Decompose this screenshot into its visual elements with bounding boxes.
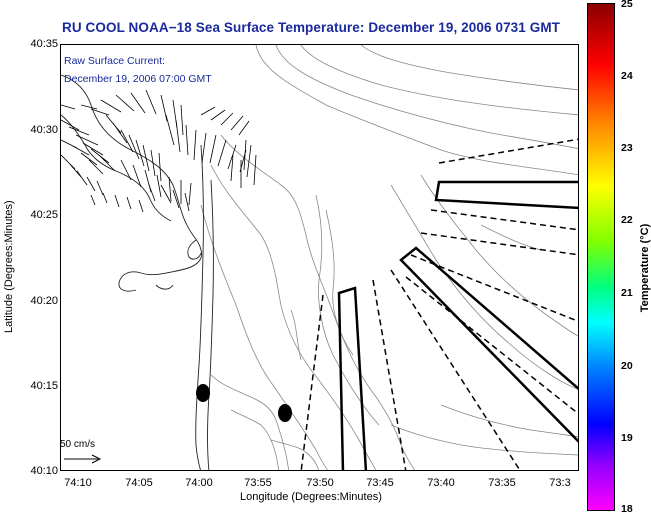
y-axis-title: Latitude (Degrees:Minutes) bbox=[3, 200, 15, 333]
colorbar-tick: 21 bbox=[621, 287, 633, 299]
colorbar-tick: 25 bbox=[621, 0, 633, 10]
colorbar-tick: 24 bbox=[621, 70, 633, 82]
zone-east-upper bbox=[434, 180, 578, 210]
bathymetry-contours bbox=[200, 45, 578, 470]
temperature-colorbar bbox=[587, 3, 615, 511]
station-marker-2[interactable] bbox=[278, 404, 292, 422]
x-tick-label: 73:35 bbox=[488, 477, 516, 489]
y-tick-label: 40:25 bbox=[30, 209, 58, 221]
x-tick-label: 74:05 bbox=[125, 477, 153, 489]
y-tick-label: 40:35 bbox=[30, 38, 58, 50]
zone-south-channel bbox=[337, 286, 368, 470]
x-axis-title: Longitude (Degrees:Minutes) bbox=[240, 491, 382, 503]
zone-southeast bbox=[399, 246, 578, 443]
survey-zones bbox=[337, 180, 578, 470]
y-tick-label: 40:15 bbox=[30, 380, 58, 392]
x-tick-label: 73:40 bbox=[427, 477, 455, 489]
x-tick-label: 74:10 bbox=[64, 477, 92, 489]
x-tick-label: 74:00 bbox=[185, 477, 213, 489]
y-tick-label: 40:20 bbox=[30, 295, 58, 307]
colorbar-tick: 19 bbox=[621, 432, 633, 444]
x-tick-label: 73:50 bbox=[306, 477, 334, 489]
map-panel[interactable] bbox=[60, 44, 579, 471]
current-legend: Raw Surface Current: December 19, 2006 0… bbox=[64, 52, 212, 88]
map-title: RU COOL NOAA−18 Sea Surface Temperature:… bbox=[62, 20, 561, 35]
colorbar-tick: 20 bbox=[621, 360, 633, 372]
colorbar-title: Temperature (°C) bbox=[639, 223, 651, 313]
vector-scale-arrow-icon bbox=[64, 454, 102, 464]
y-tick-label: 40:30 bbox=[30, 124, 58, 136]
station-marker-1[interactable] bbox=[196, 384, 210, 402]
x-tick-label: 73:45 bbox=[366, 477, 394, 489]
survey-dashed-lines bbox=[300, 138, 578, 470]
current-legend-line-1: Raw Surface Current: bbox=[64, 55, 165, 67]
x-tick-label: 73:3 bbox=[549, 477, 571, 489]
colorbar-tick: 23 bbox=[621, 142, 633, 154]
y-tick-label: 40:10 bbox=[30, 465, 58, 477]
map-canvas bbox=[61, 45, 578, 470]
vector-scale-label: 50 cm/s bbox=[60, 439, 96, 450]
coastline bbox=[61, 74, 214, 470]
colorbar-tick: 18 bbox=[621, 503, 633, 515]
colorbar-tick: 22 bbox=[621, 214, 633, 226]
current-legend-line-2: December 19, 2006 07:00 GMT bbox=[64, 73, 212, 85]
x-tick-label: 73:55 bbox=[244, 477, 272, 489]
surface-current-vectors bbox=[61, 89, 257, 213]
